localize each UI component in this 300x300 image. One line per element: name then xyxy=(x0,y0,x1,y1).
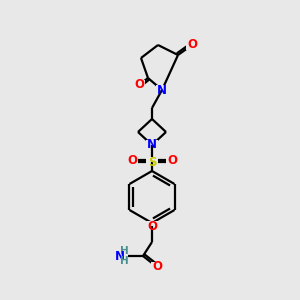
Bar xyxy=(166,155,178,165)
Bar xyxy=(116,250,128,262)
Text: H: H xyxy=(120,256,128,266)
Bar xyxy=(146,140,158,150)
Text: N: N xyxy=(157,83,167,97)
Bar xyxy=(151,262,163,272)
Text: O: O xyxy=(147,220,157,232)
Text: O: O xyxy=(187,38,197,52)
Bar xyxy=(126,155,138,165)
Text: O: O xyxy=(167,154,177,166)
Text: H: H xyxy=(120,246,128,256)
Bar xyxy=(156,85,168,95)
Bar xyxy=(133,80,145,90)
Bar xyxy=(146,221,158,231)
Bar xyxy=(186,40,198,50)
Text: O: O xyxy=(134,79,144,92)
Bar xyxy=(146,157,158,167)
Text: S: S xyxy=(148,155,156,169)
Text: N: N xyxy=(115,250,125,262)
Text: O: O xyxy=(127,154,137,166)
Text: O: O xyxy=(152,260,162,274)
Text: N: N xyxy=(147,139,157,152)
